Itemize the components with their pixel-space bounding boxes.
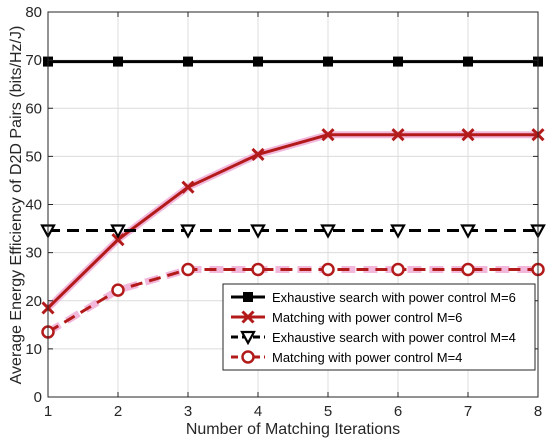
series-1-point [113,56,123,67]
legend-label: Matching with power control M=6 [272,310,462,325]
x-tick-label: 4 [254,403,262,420]
y-tick-label: 20 [25,293,42,310]
series-2-point [461,128,475,142]
series-layer [40,56,546,339]
series-4-point [461,262,475,277]
x-tick-label: 2 [114,403,122,420]
series-4-point [321,262,335,277]
legend-marker [241,350,255,364]
legend-marker [241,310,255,324]
series-2-point [181,180,195,194]
x-tick-label: 1 [44,403,52,420]
y-tick-label: 60 [25,100,42,117]
legend-entry: Exhaustive search with power control M=6 [231,290,516,305]
series-2-point [391,128,405,142]
y-tick-label: 80 [25,4,42,21]
series-4-point [251,262,265,277]
series-3-point [390,224,406,239]
legend-entry: Exhaustive search with power control M=4 [231,330,516,346]
legend-box [222,283,536,371]
y-tick-label: 50 [25,148,42,165]
x-tick-label: 3 [184,403,192,420]
x-tick-label: 5 [324,403,332,420]
series-3-point [320,224,336,239]
legend-marker [243,292,253,302]
series-3-point [250,224,266,239]
legend-label: Exhaustive search with power control M=4 [272,330,516,345]
series-1-point [183,56,193,67]
y-tick-label: 40 [25,197,42,214]
legend-entry: Matching with power control M=4 [231,350,462,365]
legend-entry: Matching with power control M=6 [231,310,462,325]
x-tick-label: 6 [394,403,402,420]
legend-marker [240,330,256,346]
y-tick-label: 30 [25,245,42,262]
series-4-point [181,262,195,277]
series-2-point [251,147,265,162]
legend-label: Matching with power control M=4 [272,350,462,365]
x-tick-label: 7 [464,403,472,420]
x-axis-label: Number of Matching Iterations [186,421,400,438]
legend-label: Exhaustive search with power control M=6 [272,290,516,305]
y-tick-label: 10 [25,341,42,358]
series-3-point [460,224,476,239]
series-2-point [321,128,335,142]
y-tick-label: 0 [34,389,42,406]
x-tick-label: 8 [534,403,542,420]
series-4-point [111,283,125,297]
series-2-point [111,233,125,247]
series-1-point [393,56,403,67]
series-1-point [463,56,473,67]
series-1-point [253,56,263,67]
series-1-point [323,56,333,67]
legend: Exhaustive search with power control M=6… [222,283,536,371]
y-tick-label: 70 [25,52,42,69]
y-axis-label: Average Energy Efficiency of D2D Pairs (… [8,26,25,385]
series-3-point [180,224,196,239]
series-3-point [110,224,126,239]
series-4-line [47,267,538,334]
series-4-point [391,262,405,277]
